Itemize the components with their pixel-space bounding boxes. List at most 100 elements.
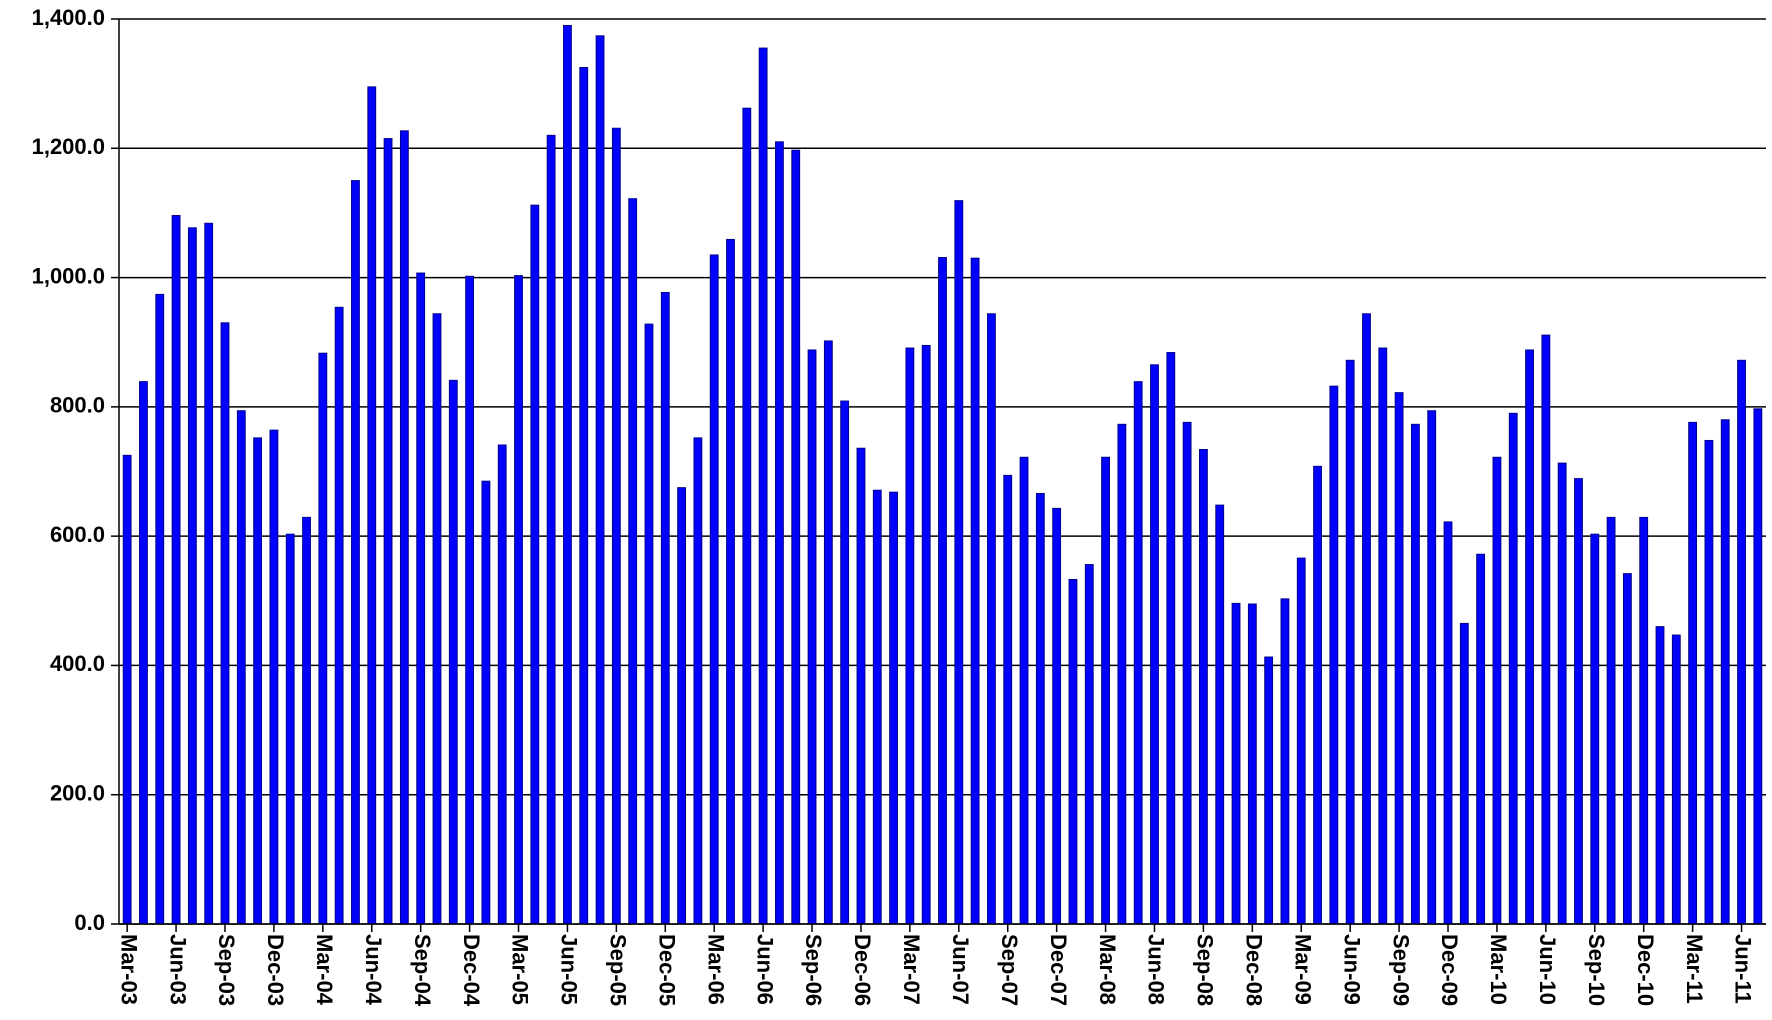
bar bbox=[1133, 381, 1143, 925]
bar bbox=[921, 344, 931, 925]
bar bbox=[1117, 423, 1127, 925]
bar bbox=[481, 480, 491, 925]
bar bbox=[1639, 516, 1649, 925]
x-tick-label: Jun-06 bbox=[752, 934, 777, 1005]
bar bbox=[840, 400, 850, 925]
x-tick-label: Dec-06 bbox=[850, 934, 875, 1006]
bar bbox=[1247, 603, 1257, 925]
bar bbox=[432, 313, 442, 925]
bar bbox=[823, 340, 833, 925]
bar bbox=[563, 24, 572, 925]
bar bbox=[905, 347, 915, 925]
bar bbox=[1492, 456, 1502, 925]
bar bbox=[1720, 419, 1730, 925]
x-tick-label: Mar-07 bbox=[899, 934, 924, 1005]
x-tick-label: Sep-04 bbox=[410, 934, 435, 1007]
bar bbox=[677, 487, 687, 925]
x-tick-label: Jun-10 bbox=[1535, 934, 1560, 1005]
bar bbox=[1052, 507, 1062, 925]
bar bbox=[1459, 622, 1469, 925]
x-tick-label: Sep-07 bbox=[997, 934, 1022, 1006]
bar bbox=[1427, 410, 1437, 925]
bar bbox=[1084, 564, 1094, 925]
bar bbox=[465, 275, 475, 925]
bar bbox=[987, 313, 996, 925]
x-tick-label: Mar-04 bbox=[312, 934, 337, 1006]
bar bbox=[1231, 602, 1241, 925]
x-tick-label: Dec-04 bbox=[459, 934, 484, 1007]
bar bbox=[220, 322, 230, 925]
x-tick-label: Jun-09 bbox=[1339, 934, 1364, 1005]
bar bbox=[1150, 364, 1159, 925]
bar bbox=[628, 198, 638, 925]
x-tick-label: Sep-08 bbox=[1193, 934, 1218, 1006]
x-tick-label: Jun-04 bbox=[361, 934, 386, 1006]
bar bbox=[1329, 385, 1339, 925]
bar bbox=[758, 47, 768, 925]
bar bbox=[187, 227, 197, 925]
bar bbox=[155, 293, 165, 925]
bar bbox=[253, 437, 263, 925]
bar bbox=[872, 489, 882, 925]
bar bbox=[1476, 553, 1486, 925]
x-tick-label: Jun-11 bbox=[1731, 934, 1756, 1004]
bar bbox=[1215, 504, 1225, 925]
x-tick-label: Dec-09 bbox=[1437, 934, 1462, 1006]
bar bbox=[1688, 421, 1698, 925]
x-tick-label: Mar-08 bbox=[1095, 934, 1120, 1005]
bar bbox=[334, 306, 344, 925]
x-tick-label: Sep-03 bbox=[214, 934, 239, 1006]
bar bbox=[530, 204, 540, 925]
bar bbox=[1574, 478, 1583, 925]
bar bbox=[1655, 626, 1665, 925]
bar bbox=[171, 215, 181, 925]
x-tick-label: Mar-05 bbox=[508, 934, 533, 1005]
x-tick-label: Dec-07 bbox=[1046, 934, 1071, 1006]
bar bbox=[1590, 533, 1600, 925]
x-tick-label: Jun-08 bbox=[1144, 934, 1169, 1005]
y-tick-label: 800.0 bbox=[50, 393, 105, 418]
bar bbox=[1394, 392, 1404, 925]
bar bbox=[807, 349, 817, 925]
x-tick-label: Sep-10 bbox=[1584, 934, 1609, 1006]
bar bbox=[399, 130, 409, 925]
bar bbox=[611, 127, 621, 925]
x-tick-label: Mar-09 bbox=[1290, 934, 1315, 1005]
bar bbox=[383, 138, 393, 925]
bar bbox=[1296, 557, 1306, 925]
bar bbox=[514, 275, 523, 925]
bar bbox=[1345, 359, 1355, 925]
bar bbox=[139, 381, 148, 925]
y-tick-label: 1,200.0 bbox=[32, 134, 105, 159]
bar bbox=[1166, 352, 1176, 925]
bar bbox=[351, 180, 360, 925]
bar bbox=[546, 134, 556, 925]
x-tick-label: Dec-03 bbox=[263, 934, 288, 1006]
bar bbox=[1313, 465, 1322, 925]
x-tick-label: Dec-10 bbox=[1633, 934, 1658, 1006]
bar bbox=[1019, 456, 1029, 925]
bar bbox=[1541, 334, 1551, 925]
bar bbox=[1182, 421, 1192, 925]
bar bbox=[742, 107, 752, 925]
bar bbox=[1035, 492, 1045, 925]
bar bbox=[204, 222, 214, 925]
bar bbox=[318, 352, 328, 925]
bar bbox=[889, 491, 898, 925]
bar bbox=[1704, 439, 1714, 925]
bar bbox=[595, 35, 605, 925]
bar bbox=[1737, 359, 1746, 925]
bar bbox=[1198, 449, 1208, 925]
x-tick-label: Mar-06 bbox=[703, 934, 728, 1005]
y-tick-label: 1,000.0 bbox=[32, 263, 105, 288]
bar bbox=[448, 379, 458, 925]
x-tick-label: Dec-05 bbox=[654, 934, 679, 1006]
bar bbox=[1101, 456, 1110, 925]
x-tick-label: Sep-09 bbox=[1388, 934, 1413, 1006]
bar bbox=[938, 257, 947, 925]
bar bbox=[1280, 598, 1290, 925]
bar bbox=[285, 533, 295, 925]
x-tick-label: Sep-05 bbox=[606, 934, 631, 1006]
bar bbox=[856, 447, 866, 925]
x-tick-label: Mar-03 bbox=[116, 934, 141, 1005]
